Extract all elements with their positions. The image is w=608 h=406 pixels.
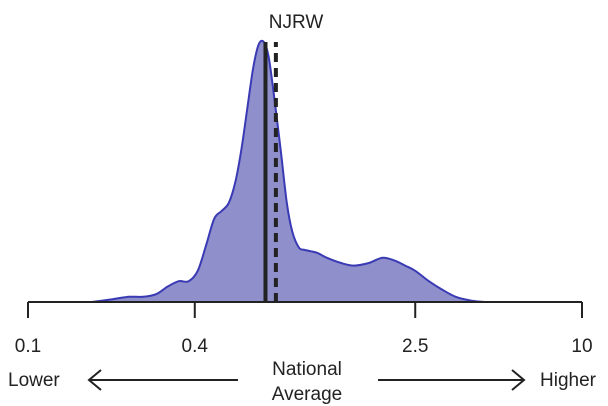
x-tick-label: 0.4 xyxy=(182,336,209,357)
chart-title: NJRW xyxy=(269,12,324,33)
national-average-label-line2: Average xyxy=(272,384,342,405)
x-axis-ticks: 0.1 0.4 2.5 10 xyxy=(15,302,593,357)
x-tick-label: 10 xyxy=(571,336,592,357)
x-tick-label: 2.5 xyxy=(402,336,428,357)
national-average-label-line1: National xyxy=(272,359,342,380)
right-arrow-head-icon xyxy=(511,369,526,391)
density-area xyxy=(90,39,487,303)
x-tick-label: 0.1 xyxy=(15,336,41,357)
higher-label: Higher xyxy=(540,370,597,391)
density-layer xyxy=(90,39,487,303)
left-arrow-head-icon xyxy=(87,369,102,391)
lower-label: Lower xyxy=(8,370,60,391)
marker-layer xyxy=(263,42,278,302)
